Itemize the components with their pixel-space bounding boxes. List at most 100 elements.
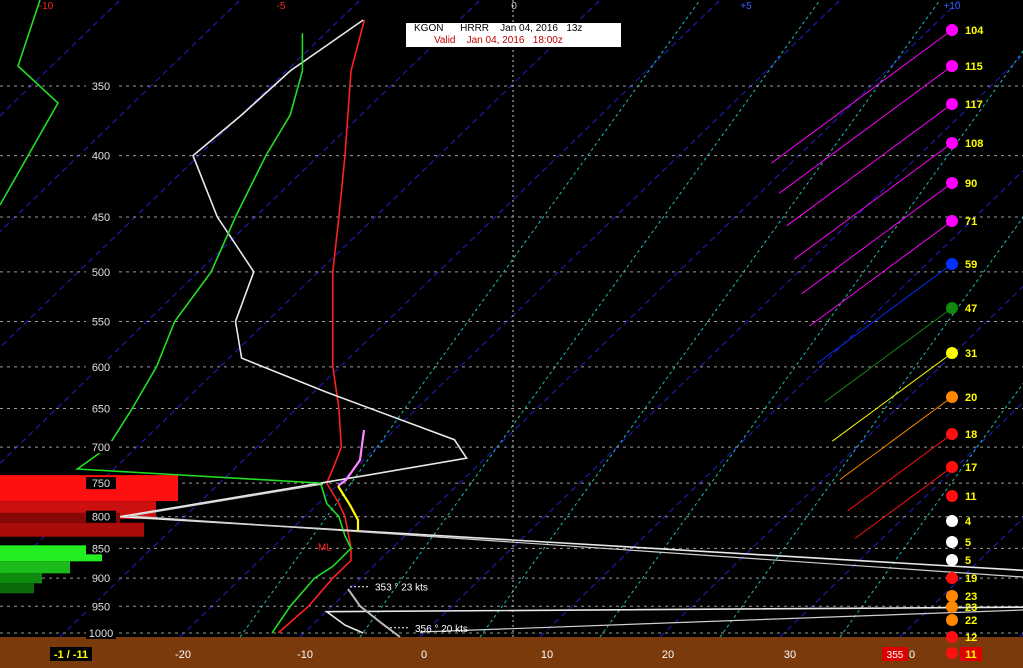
top-axis-tick: 0 <box>511 1 517 12</box>
wind-vector-line <box>824 307 953 403</box>
wind-speed-label: 11 <box>965 491 977 503</box>
wind-dot <box>946 590 958 602</box>
pressure-label: 450 <box>92 212 110 224</box>
pressure-label-bg <box>86 265 116 278</box>
pressure-label-bg <box>86 402 116 415</box>
wind-speed-label: 12 <box>965 632 977 644</box>
pressure-label-bg <box>86 149 116 162</box>
diagonal-guide-line <box>0 0 361 349</box>
run-hour: 13z <box>566 23 583 34</box>
moist-guide-line <box>479 0 941 638</box>
profile-lines <box>0 0 1023 638</box>
wind-dot <box>946 536 958 548</box>
bottom-left-label: -1 / -11 <box>54 649 88 661</box>
wind-vector-line <box>794 142 953 260</box>
wind-speed-label: 115 <box>965 61 983 73</box>
pressure-label: 900 <box>92 573 110 585</box>
wind-speed-label: 4 <box>965 516 972 528</box>
bottom-axis-tick: -20 <box>175 649 191 661</box>
diagonal-guide-line <box>59 0 721 638</box>
wind-speed-label: 108 <box>965 138 983 150</box>
wind-vector-line <box>778 65 953 194</box>
highlight-segment <box>337 429 366 487</box>
diagonal-guide-line <box>0 0 481 464</box>
right-val-label: 11 <box>965 649 977 661</box>
top-axis-tick: +5 <box>740 1 752 12</box>
wind-speed-label: 47 <box>965 303 977 315</box>
wind-dot <box>946 554 958 566</box>
pressure-label: 1000 <box>89 628 113 640</box>
wind-speed-label: 117 <box>965 99 983 111</box>
wind-speed-label: 59 <box>965 259 977 271</box>
pressure-label: 800 <box>92 512 110 524</box>
pressure-label: 700 <box>92 442 110 454</box>
pressure-label-bg <box>86 627 116 639</box>
pressure-label-bg <box>86 510 116 523</box>
top-axis-tick: +10 <box>944 1 961 12</box>
wind-dot <box>946 631 958 643</box>
diagonal-guide-line <box>779 401 1023 638</box>
wind-dot <box>946 391 958 403</box>
wind-dot <box>946 515 958 527</box>
wind-vector-line <box>839 396 953 481</box>
diagonal-guide-line <box>299 0 961 638</box>
wind-speed-label: 22 <box>965 615 977 627</box>
bottom-box-left <box>50 647 92 661</box>
wind-speed-label: 90 <box>965 178 977 190</box>
wind-dot <box>946 302 958 314</box>
red-bar <box>0 522 144 537</box>
diagonal-guide-line <box>0 0 241 233</box>
wind-dot <box>946 601 958 613</box>
valid-label: Valid <box>434 35 456 46</box>
pressure-label: 550 <box>92 317 110 329</box>
pressure-label: 950 <box>92 601 110 613</box>
wind-vector-line <box>771 29 953 164</box>
wind-dot <box>946 177 958 189</box>
pressure-label: 600 <box>92 362 110 374</box>
wind-dot <box>946 24 958 36</box>
wind-speed-label: 23 <box>965 591 977 603</box>
pressure-label-bg <box>86 315 116 328</box>
moist-guide-line <box>599 50 1023 638</box>
pressure-label: 650 <box>92 404 110 416</box>
ml-annotation: ML <box>318 542 332 553</box>
wind-vector-line <box>801 182 953 295</box>
wind-dot <box>946 347 958 359</box>
pressure-label: 350 <box>92 81 110 93</box>
red-bar <box>0 512 120 523</box>
pressure-label-bg <box>86 572 116 585</box>
wind-speed-label: 31 <box>965 348 977 360</box>
wind-speed-label: 18 <box>965 429 977 441</box>
wind-speed-label: 104 <box>965 25 984 37</box>
run-date: Jan 04, 2016 <box>500 23 558 34</box>
profile-line <box>277 19 366 634</box>
wind-vector-line <box>854 466 953 539</box>
wind-dir-box <box>882 647 908 661</box>
highlight-segment <box>337 485 360 532</box>
wind-dot <box>946 60 958 72</box>
pressure-label: 750 <box>92 478 110 490</box>
diagonal-guide-line <box>179 0 841 638</box>
wind-dot <box>946 647 958 659</box>
wind-dot <box>946 428 958 440</box>
header-line-2: Valid Jan 04, 2016 18:00z <box>434 35 563 46</box>
pressure-label-bg <box>86 600 116 613</box>
bottom-axis-tick: -10 <box>297 649 313 661</box>
diagonal-guide-line <box>539 170 1023 638</box>
pressure-label: 850 <box>92 543 110 555</box>
profile-line <box>419 609 1023 633</box>
wind-profile: 1041151171089071594731201817114551923232… <box>771 24 984 660</box>
green-bar <box>0 583 34 594</box>
profile-line <box>0 0 60 206</box>
wind-dot <box>946 572 958 584</box>
wind-dot <box>946 490 958 502</box>
moist-guide-line <box>359 0 821 638</box>
wind-vector-line <box>832 352 953 442</box>
bottom-axis-tick: 30 <box>784 649 796 661</box>
wind-dir-label: 355 <box>887 650 904 661</box>
pressure-label: 400 <box>92 151 110 163</box>
wind-speed-label: 23 <box>965 602 977 614</box>
wind-speed-label: 17 <box>965 462 977 474</box>
diagonal-guide-line <box>419 54 1023 638</box>
